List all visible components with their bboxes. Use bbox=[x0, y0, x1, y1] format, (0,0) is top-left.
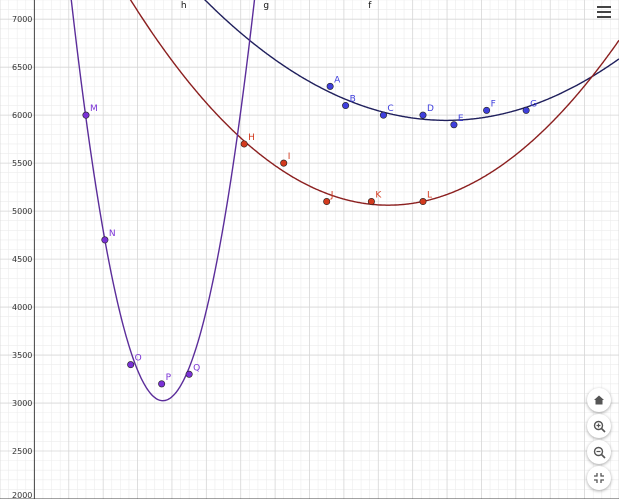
point-label-P: P bbox=[166, 373, 172, 383]
point-A bbox=[326, 82, 334, 90]
home-button[interactable] bbox=[587, 388, 611, 412]
point-M bbox=[82, 111, 90, 119]
y-tick-label: 3000 bbox=[12, 399, 32, 408]
point-C bbox=[379, 111, 387, 119]
fullscreen-icon bbox=[594, 473, 604, 483]
point-H bbox=[240, 140, 248, 148]
point-B bbox=[342, 102, 350, 110]
home-icon bbox=[594, 395, 604, 405]
y-tick-label: 4500 bbox=[12, 255, 32, 264]
y-tick-label: 3500 bbox=[12, 351, 32, 360]
zoom-in-button[interactable] bbox=[587, 414, 611, 438]
function-labels: f g h bbox=[181, 1, 372, 11]
menu-icon-bar bbox=[597, 11, 611, 13]
function-label-f: f bbox=[368, 1, 372, 11]
point-F bbox=[483, 106, 491, 114]
point-label-L: L bbox=[427, 191, 432, 201]
point-label-M: M bbox=[90, 104, 98, 114]
y-tick-label: 2000 bbox=[12, 491, 32, 499]
point-L bbox=[419, 198, 427, 206]
function-curve-f bbox=[204, 0, 619, 122]
y-tick-label: 5000 bbox=[12, 207, 32, 216]
tick-labels: −202040608010012014016018020022024026028… bbox=[12, 15, 32, 499]
point-label-H: H bbox=[248, 133, 255, 143]
point-label-E: E bbox=[458, 114, 464, 124]
y-tick-label: 7000 bbox=[12, 15, 32, 24]
point-label-A: A bbox=[334, 75, 341, 85]
point-label-O: O bbox=[135, 354, 142, 364]
point-label-Q: Q bbox=[193, 363, 200, 373]
point-label-K: K bbox=[375, 191, 382, 201]
zoom-out-button[interactable] bbox=[587, 440, 611, 464]
point-label-F: F bbox=[491, 99, 496, 109]
point-N bbox=[101, 236, 109, 244]
data-points: AB C D E F G H I J K L M N O P Q bbox=[82, 75, 537, 388]
function-label-g: g bbox=[263, 1, 269, 11]
point-Q bbox=[185, 370, 193, 378]
menu-icon-bar bbox=[597, 16, 611, 18]
point-G bbox=[522, 106, 530, 114]
menu-button[interactable] bbox=[594, 3, 616, 21]
zoom-in-icon bbox=[593, 420, 606, 433]
fullscreen-button[interactable] bbox=[587, 466, 611, 490]
point-I bbox=[280, 159, 288, 167]
zoom-out-icon bbox=[593, 446, 606, 459]
point-label-I: I bbox=[288, 152, 291, 162]
y-tick-label: 6500 bbox=[12, 63, 32, 72]
y-tick-label: 2500 bbox=[12, 447, 32, 456]
function-curves bbox=[70, 0, 619, 402]
point-label-D: D bbox=[427, 104, 434, 114]
point-label-C: C bbox=[387, 104, 393, 114]
function-curve-g bbox=[129, 0, 619, 206]
function-curve-h bbox=[70, 0, 256, 402]
point-J bbox=[323, 198, 331, 206]
point-label-B: B bbox=[350, 95, 356, 105]
point-label-N: N bbox=[109, 229, 116, 239]
point-P bbox=[158, 380, 166, 388]
y-tick-label: 5500 bbox=[12, 159, 32, 168]
menu-icon bbox=[597, 6, 611, 8]
point-D bbox=[419, 111, 427, 119]
y-tick-label: 6000 bbox=[12, 111, 32, 120]
y-tick-label: 4000 bbox=[12, 303, 32, 312]
point-label-G: G bbox=[530, 99, 537, 109]
point-O bbox=[127, 361, 135, 369]
point-K bbox=[367, 198, 375, 206]
point-E bbox=[450, 121, 458, 129]
function-label-h: h bbox=[181, 1, 187, 11]
point-label-J: J bbox=[330, 191, 334, 201]
